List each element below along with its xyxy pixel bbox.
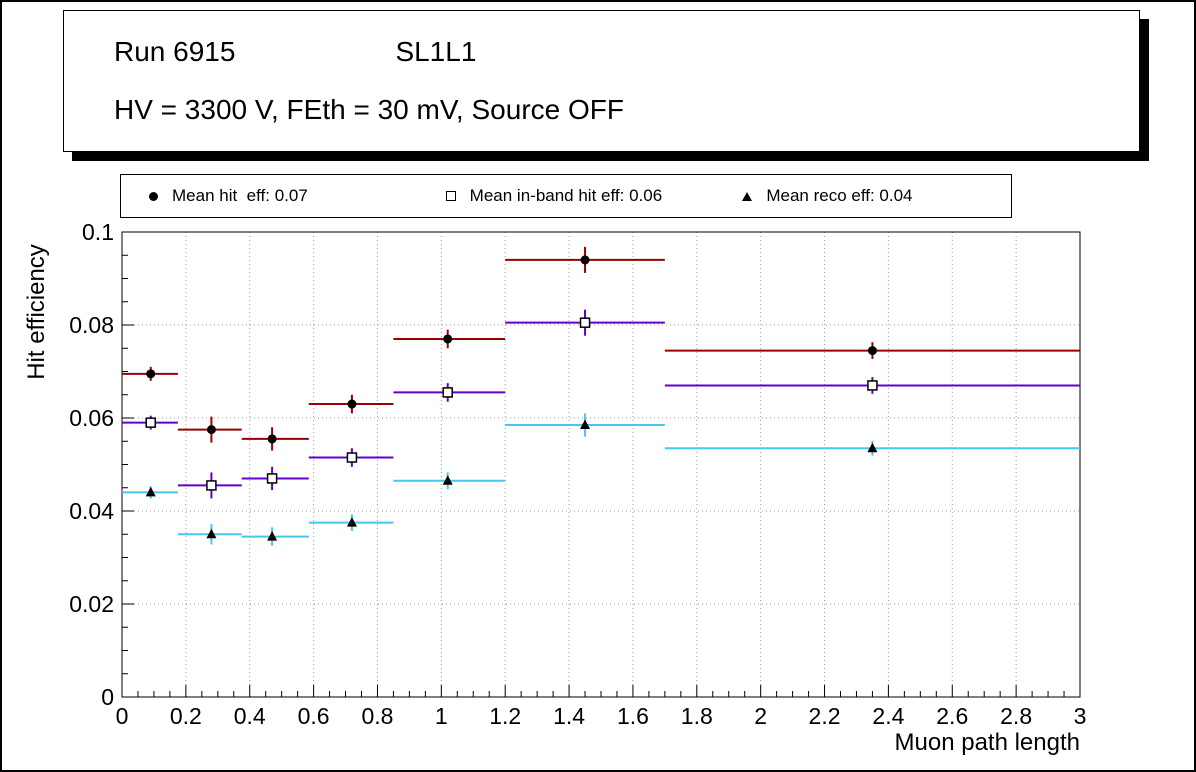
x-tick-label: 1.4 [553,703,585,729]
data-marker-circle [206,425,216,435]
plot-frame [121,231,1081,698]
plot-layers: 0 0.2 0.4 0.6 0.8 1 1.2 1.4 1.6 1.8 2 2.2 2.4 2.6 2.8 3… [69,219,1086,729]
data-marker-square [579,317,591,328]
x-tick-label: 0 [116,703,129,729]
data-marker-triangle [145,486,156,497]
legend-label-inband-eff: Mean in-band hit eff: 0.06 [469,186,663,205]
y-tick-label: 0 [101,684,114,710]
y-tick-label: 0.02 [69,591,114,617]
y-axis-title: Hit efficiency [23,244,50,380]
data-marker-triangle [267,531,278,541]
y-tick-label: 0.06 [69,405,114,431]
run-label: Run 6915 [114,36,236,68]
x-tick-label: 1.2 [489,703,521,729]
title-box: Run 6915 SL1L1 HV = 3300 V, FEth = 30 mV… [63,10,1140,152]
y-tick-label: 0.08 [69,312,114,338]
x-tick-label: 2.2 [809,703,841,729]
data-marker-circle [867,346,877,356]
data-marker-circle [443,334,453,344]
data-marker-square [346,452,358,463]
data-marker-square [266,473,278,484]
data-marker-square [145,417,156,428]
x-tick-label: 3 [1074,703,1087,729]
x-tick-label: 2.4 [872,703,904,729]
x-tick-label: 2 [754,703,767,729]
conditions-label: HV = 3300 V, FEth = 30 mV, Source OFF [114,93,624,125]
data-marker-circle [347,399,357,409]
legend-label-reco-eff: Mean reco eff: 0.04 [766,186,913,205]
x-tick-label: 1.8 [681,703,713,729]
data-marker-circle [146,369,156,379]
x-tick-label: 0.6 [298,703,330,729]
title-line-2: HV = 3300 V, FEth = 30 mV, Source OFF [114,94,1139,126]
x-tick-label: 0.8 [361,703,393,729]
data-marker-circle [580,255,590,265]
data-marker-triangle [867,442,878,453]
legend-label-hit-eff: Mean hit eff: 0.07 [172,186,308,205]
x-axis-title: Muon path length [895,729,1080,756]
data-marker-triangle [206,528,217,539]
x-tick-label: 0.4 [234,703,266,729]
x-tick-label: 1.6 [617,703,649,729]
filled-circle-icon [149,191,158,201]
data-marker-triangle [580,419,591,429]
legend-entry-hit-eff: Mean hit eff: 0.07 [121,186,418,206]
data-marker-square [867,380,878,391]
data-marker-square [206,480,217,491]
title-line-1: Run 6915 SL1L1 [114,36,1139,68]
y-tick-label: 0.04 [69,498,114,524]
x-tick-label: 2.8 [1000,703,1032,729]
x-tick-label: 2.6 [936,703,968,729]
legend: Mean hit eff: 0.07 Mean in-band hit eff:… [120,174,1012,218]
data-marker-square [442,387,453,398]
x-tick-label: 0.2 [170,703,202,729]
data-marker-triangle [346,517,357,527]
legend-entry-reco-eff: Mean reco eff: 0.04 [714,186,1011,206]
x-tick-label: 1 [435,703,448,729]
y-tick-label: 0.1 [82,219,114,245]
legend-entry-inband-eff: Mean in-band hit eff: 0.06 [418,186,715,206]
chamber-label: SL1L1 [395,36,477,68]
filled-triangle-icon [742,191,753,201]
open-square-icon [445,191,456,201]
data-marker-circle [267,434,277,444]
data-marker-triangle [442,475,453,485]
